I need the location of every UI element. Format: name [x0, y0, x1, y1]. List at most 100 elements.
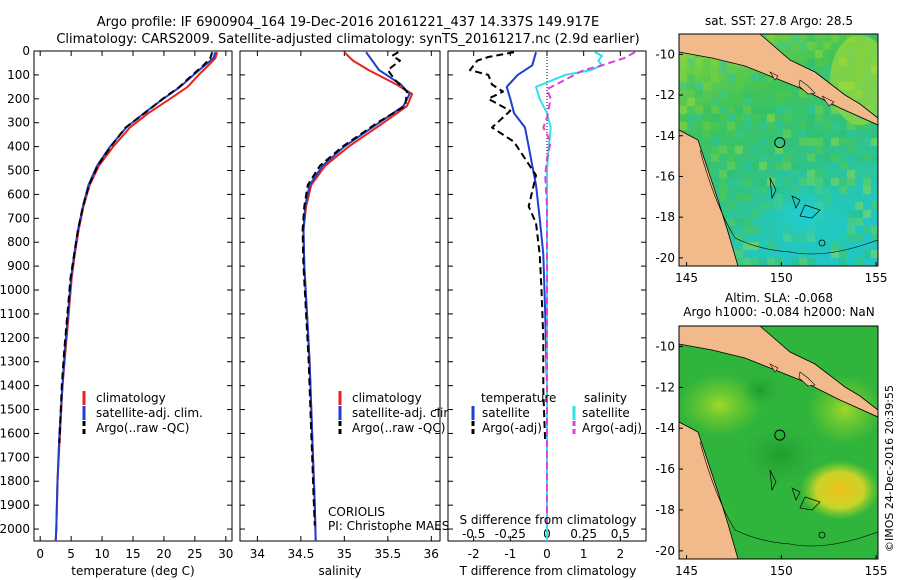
- sst-pixel: [847, 122, 855, 130]
- sst-pixel: [799, 42, 807, 50]
- temperature-axes-frame: [33, 50, 233, 542]
- sst-pixel: [855, 122, 863, 130]
- sst-pixel: [727, 114, 735, 122]
- y-tick-label: 200: [7, 92, 30, 106]
- legend-label-s-argo: Argo(-adj): [582, 421, 642, 435]
- sst-pixel: [799, 130, 807, 138]
- bathymetry-contour: [699, 149, 878, 255]
- sst-pixel: [831, 162, 839, 170]
- y-tick-label: 2000: [0, 522, 30, 536]
- map-y-tick-label: -16: [655, 169, 675, 183]
- sla-map-title: Altim. SLA: -0.068: [725, 291, 833, 305]
- s-tick-label: -0.5: [462, 527, 485, 541]
- sst-pixel: [719, 210, 727, 218]
- sst-pixel: [719, 186, 727, 194]
- legend-header-temperature: temperature: [481, 391, 556, 405]
- sst-pixel: [703, 130, 711, 138]
- sst-pixel: [871, 130, 878, 138]
- sst-pixel: [735, 218, 743, 226]
- sst-pixel: [735, 242, 743, 250]
- argo-position-marker: [774, 429, 786, 441]
- y-tick-label: 1900: [0, 498, 30, 512]
- sst-pixel: [783, 154, 791, 162]
- sst-pixel: [719, 146, 727, 154]
- reef-outlines: [769, 469, 821, 511]
- legend-label-argo: Argo(..raw -QC): [96, 421, 189, 435]
- sst-pixel: [687, 122, 695, 130]
- sst-pixel: [807, 114, 815, 122]
- sst-pixel: [767, 114, 775, 122]
- sst-pixel: [815, 130, 823, 138]
- australia-landmass: [679, 421, 739, 559]
- sla-low-patch: [742, 425, 818, 485]
- sst-pixel: [871, 34, 878, 42]
- sst-pixel: [807, 106, 815, 114]
- bathymetry-contour: [699, 441, 878, 547]
- sst-pixel: [871, 250, 878, 258]
- sla-low-patch-north: [740, 374, 780, 406]
- sst-pixel: [839, 162, 847, 170]
- sst-pixel: [743, 98, 751, 106]
- x-tick-label: 10: [94, 547, 109, 561]
- sla-high-patch: [800, 460, 878, 520]
- x-tick-label: 5: [67, 547, 75, 561]
- series-line-0: [505, 51, 548, 541]
- series-line-2: [301, 51, 408, 526]
- salinity-profiles: [301, 51, 414, 541]
- sst-pixel: [831, 154, 839, 162]
- t-difference-x-label: T difference from climatology: [459, 564, 637, 578]
- legend-label-argo: Argo(..raw -QC): [352, 421, 445, 435]
- sst-pixel: [839, 138, 847, 146]
- y-tick-label: 1000: [0, 283, 30, 297]
- sst-pixel: [807, 138, 815, 146]
- map-y-tick-label: -14: [655, 129, 675, 143]
- sst-pixel: [767, 122, 775, 130]
- sst-pixel: [775, 34, 783, 42]
- sst-pixel: [799, 138, 807, 146]
- sst-pixel: [735, 194, 743, 202]
- map-y-tick-label: -18: [655, 210, 675, 224]
- sst-pixel: [727, 202, 735, 210]
- sst-pixel: [735, 258, 743, 266]
- x-tick-label: 1: [580, 547, 588, 561]
- sst-pixel: [863, 138, 871, 146]
- sst-pixel: [855, 258, 863, 266]
- difference-panel: -2 -1 0 1 2-0.5 -0.25 0 0.25 0.5 T difference fr…: [447, 50, 647, 578]
- new-guinea-landmass: [679, 34, 878, 126]
- sst-pixel: [727, 178, 735, 186]
- sst-pixel: [695, 106, 703, 114]
- sst-pixel: [847, 146, 855, 154]
- legend-label-s-satellite: satellite: [582, 406, 630, 420]
- y-tick-label: 500: [7, 164, 30, 178]
- sst-map-frame: [678, 33, 879, 267]
- legend-label-t-argo: Argo(-adj): [482, 421, 542, 435]
- islands: [769, 71, 835, 107]
- sst-pixel: [743, 162, 751, 170]
- sst-pixel: [727, 154, 735, 162]
- sst-pixel: [735, 90, 743, 98]
- new-guinea-landmass: [679, 326, 878, 418]
- sst-pixel: [695, 122, 703, 130]
- sst-pixel: [823, 66, 831, 74]
- map-y-tick-label: -10: [655, 339, 675, 353]
- sst-pixel: [863, 122, 871, 130]
- sst-pixel: [719, 98, 727, 106]
- sst-pixel: [855, 154, 863, 162]
- sst-pixel: [743, 242, 751, 250]
- y-tick-label: 1600: [0, 426, 30, 440]
- sst-pixel: [743, 122, 751, 130]
- sst-cool-patch: [745, 170, 865, 260]
- y-tick-label: 400: [7, 140, 30, 154]
- map-y-tick-label: -20: [655, 251, 675, 265]
- sst-pixel: [775, 106, 783, 114]
- sst-pixel: [839, 130, 847, 138]
- sst-pixel: [783, 130, 791, 138]
- salinity-axes-frame: [239, 50, 441, 542]
- sst-pixel: [815, 106, 823, 114]
- s-tick-label: 0.5: [611, 527, 630, 541]
- sst-pixel: [871, 202, 878, 210]
- series-line-1: [302, 51, 411, 541]
- sst-pixel: [847, 130, 855, 138]
- sla-map-field: [679, 326, 878, 559]
- salinity-axes-ticks: 34 34.5 35 35.5 36: [240, 50, 440, 561]
